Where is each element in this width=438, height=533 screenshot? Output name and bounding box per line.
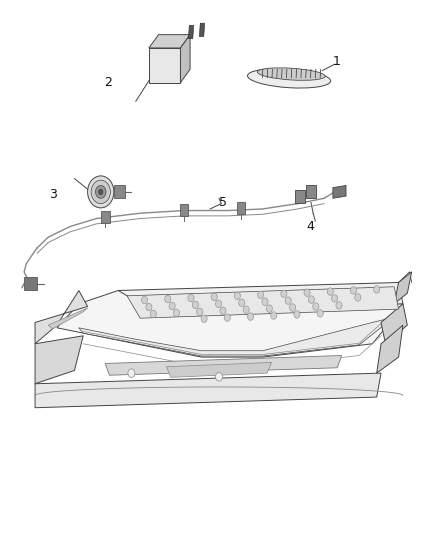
Circle shape [350, 287, 357, 294]
Circle shape [247, 313, 254, 320]
Circle shape [146, 303, 152, 311]
Circle shape [150, 310, 156, 318]
Circle shape [220, 307, 226, 314]
Polygon shape [180, 204, 188, 216]
Circle shape [262, 298, 268, 305]
Circle shape [355, 294, 361, 301]
Polygon shape [180, 35, 190, 83]
Polygon shape [237, 202, 245, 214]
Polygon shape [333, 185, 346, 198]
Circle shape [141, 296, 148, 304]
Polygon shape [199, 23, 205, 37]
Polygon shape [101, 211, 110, 223]
Text: 4: 4 [307, 220, 314, 233]
Circle shape [239, 299, 245, 306]
Ellipse shape [247, 69, 331, 88]
Circle shape [188, 294, 194, 302]
Circle shape [95, 185, 106, 198]
Circle shape [281, 290, 287, 297]
Polygon shape [377, 325, 403, 373]
Circle shape [215, 300, 222, 308]
Circle shape [165, 295, 171, 303]
Circle shape [88, 176, 114, 208]
Circle shape [304, 289, 310, 296]
Polygon shape [118, 282, 403, 312]
Circle shape [173, 309, 180, 317]
Circle shape [128, 369, 135, 377]
Circle shape [313, 303, 319, 310]
Circle shape [308, 296, 314, 303]
Polygon shape [35, 290, 88, 344]
Polygon shape [127, 287, 399, 318]
Polygon shape [114, 185, 125, 198]
Polygon shape [24, 277, 37, 290]
Polygon shape [35, 336, 83, 384]
Polygon shape [35, 373, 381, 408]
Circle shape [285, 297, 291, 304]
Ellipse shape [258, 68, 325, 80]
Circle shape [290, 304, 296, 311]
Circle shape [201, 315, 207, 322]
Text: 3: 3 [49, 188, 57, 201]
Text: 2: 2 [104, 76, 112, 89]
Polygon shape [394, 272, 412, 304]
Polygon shape [105, 356, 342, 375]
Circle shape [317, 310, 323, 317]
Text: 5: 5 [219, 196, 227, 209]
Polygon shape [295, 190, 305, 203]
Polygon shape [79, 317, 394, 356]
Circle shape [197, 308, 203, 316]
Circle shape [211, 293, 217, 301]
Circle shape [294, 311, 300, 318]
Circle shape [91, 180, 110, 204]
Circle shape [243, 306, 249, 313]
Circle shape [327, 288, 333, 295]
Circle shape [332, 295, 338, 302]
Circle shape [224, 314, 230, 321]
Polygon shape [149, 48, 180, 83]
Polygon shape [381, 304, 407, 344]
Polygon shape [166, 362, 272, 377]
Circle shape [266, 305, 272, 312]
Circle shape [215, 373, 223, 381]
Circle shape [336, 302, 342, 309]
Polygon shape [57, 290, 403, 357]
Polygon shape [306, 185, 316, 198]
Circle shape [192, 301, 198, 309]
Circle shape [169, 302, 175, 310]
Circle shape [374, 286, 380, 293]
Polygon shape [149, 35, 190, 48]
Circle shape [234, 292, 240, 300]
Circle shape [258, 291, 264, 298]
Circle shape [271, 312, 277, 319]
Polygon shape [188, 26, 194, 39]
Text: 1: 1 [333, 55, 341, 68]
Circle shape [99, 189, 103, 195]
Polygon shape [48, 308, 88, 329]
